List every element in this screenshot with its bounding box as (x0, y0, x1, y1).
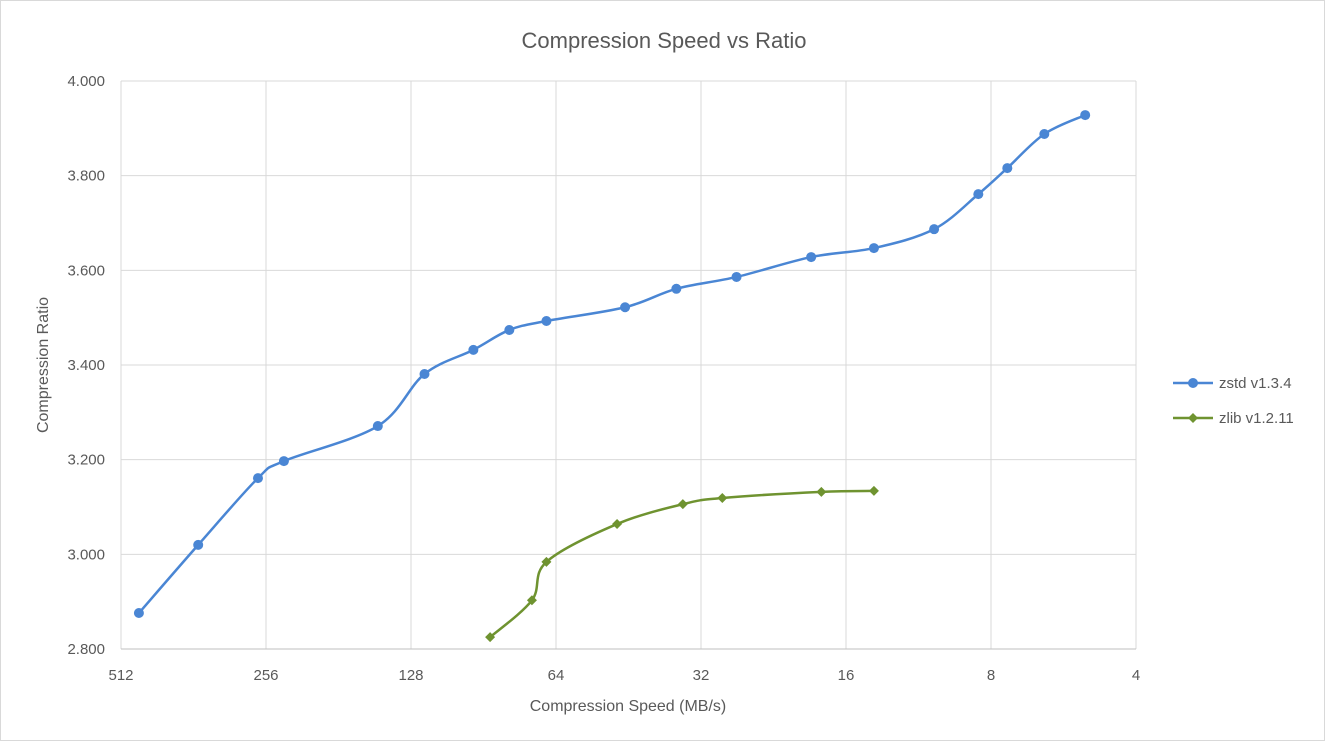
gridlines (120, 80, 1137, 650)
x-tick-label: 128 (398, 667, 423, 684)
series-line-1 (489, 489, 874, 639)
y-tick-label: 4.000 (67, 73, 105, 90)
data-point-0 (671, 283, 682, 294)
legend: zstd v1.3.4 zlib v1.2.11 (1173, 375, 1294, 427)
data-point-0 (620, 302, 631, 313)
x-tick-label: 4 (1132, 667, 1140, 684)
series-line-0 (137, 113, 1086, 614)
data-point-0 (1039, 129, 1050, 140)
series-group (133, 110, 1091, 643)
data-point-0 (541, 315, 552, 326)
data-point-0 (731, 271, 742, 282)
data-point-0 (929, 224, 940, 235)
data-point-1 (612, 519, 623, 530)
data-point-0 (1002, 163, 1013, 174)
y-tick-labels: 2.800 3.000 3.200 3.400 3.600 3.800 4.000 (67, 73, 105, 658)
data-point-0 (419, 368, 430, 379)
data-point-0 (806, 252, 817, 263)
data-point-1 (868, 485, 879, 496)
x-tick-label: 256 (253, 667, 278, 684)
data-point-0 (973, 189, 984, 200)
x-axis-label: Compression Speed (MB/s) (530, 698, 727, 715)
y-tick-label: 3.800 (67, 168, 105, 185)
data-point-0 (252, 473, 263, 484)
chart-title: Compression Speed vs Ratio (522, 28, 807, 53)
x-tick-label: 512 (108, 667, 133, 684)
data-point-1 (717, 493, 728, 504)
data-point-0 (193, 539, 204, 550)
data-point-0 (372, 421, 383, 432)
x-tick-label: 32 (693, 667, 710, 684)
data-point-0 (504, 324, 515, 335)
data-point-0 (868, 243, 879, 254)
y-tick-label: 3.200 (67, 452, 105, 469)
data-point-1 (526, 595, 537, 606)
legend-label: zlib v1.2.11 (1219, 410, 1294, 427)
data-point-1 (541, 556, 552, 567)
y-tick-label: 3.600 (67, 262, 105, 279)
y-tick-label: 2.800 (67, 641, 105, 658)
legend-marker-0 (1188, 378, 1198, 388)
data-point-1 (485, 632, 496, 643)
legend-marker-1 (1188, 413, 1198, 423)
legend-label: zstd v1.3.4 (1219, 375, 1292, 392)
y-axis-label: Compression Ratio (35, 297, 52, 433)
x-tick-label: 16 (838, 667, 855, 684)
data-point-0 (133, 608, 144, 619)
data-point-1 (677, 499, 688, 510)
data-point-1 (816, 486, 827, 497)
x-tick-label: 64 (548, 667, 565, 684)
y-tick-label: 3.400 (67, 357, 105, 374)
data-point-0 (278, 456, 289, 467)
data-point-0 (468, 344, 479, 355)
x-tick-label: 8 (987, 667, 995, 684)
y-tick-label: 3.000 (67, 546, 105, 563)
x-tick-labels: 512 256 128 64 32 16 8 4 (108, 667, 1140, 684)
data-point-0 (1080, 110, 1091, 121)
